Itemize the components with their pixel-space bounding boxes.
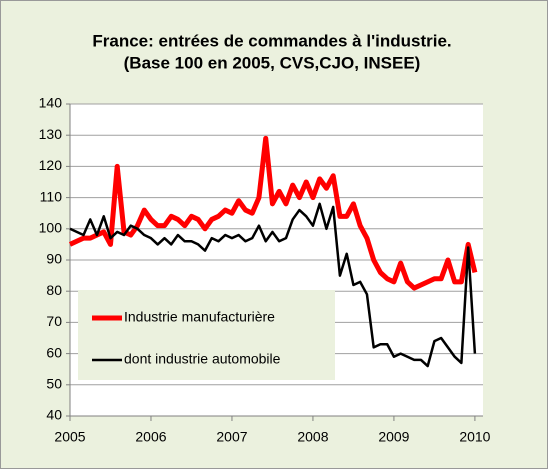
y-tick-label: 120	[39, 157, 63, 173]
y-tick-label: 50	[46, 376, 62, 392]
legend-label: dont industrie automobile	[124, 351, 281, 367]
line-series	[69, 202, 477, 368]
y-tick-label: 110	[40, 188, 63, 204]
x-tick-label: 2006	[135, 429, 166, 445]
x-tick-label: 2005	[54, 429, 85, 445]
y-tick-label: 70	[46, 313, 62, 329]
legend-box	[78, 290, 335, 380]
y-tick-label: 80	[46, 282, 62, 298]
y-tick-label: 140	[39, 95, 63, 111]
y-tick-label: 40	[46, 407, 62, 423]
chart-subtitle: (Base 100 en 2005, CVS,CJO, INSEE)	[124, 53, 421, 72]
chart-title: France: entrées de commandes à l'industr…	[92, 31, 451, 50]
x-tick-label: 2008	[297, 429, 328, 445]
y-tick-label: 100	[39, 220, 63, 236]
line-series	[68, 135, 478, 291]
y-tick-label: 90	[46, 251, 62, 267]
x-tick-label: 2009	[378, 429, 409, 445]
y-tick-label: 60	[46, 344, 62, 360]
x-tick-label: 2007	[216, 429, 247, 445]
x-tick-label: 2010	[459, 429, 490, 445]
legend-label: Industrie manufacturière	[124, 309, 275, 325]
y-tick-label: 130	[39, 126, 63, 142]
